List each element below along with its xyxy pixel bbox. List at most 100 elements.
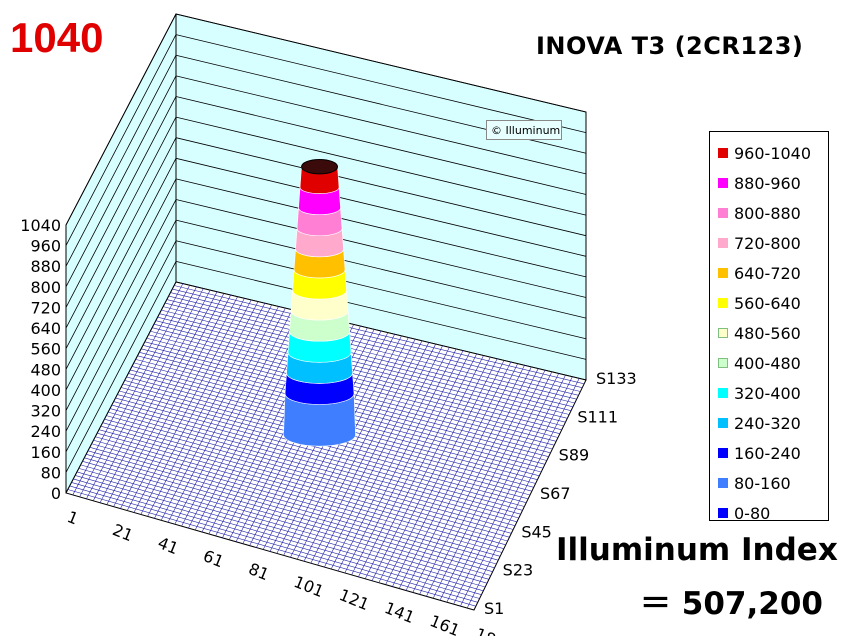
z-tick-label: 480	[30, 360, 61, 379]
x-tick-label: 141	[382, 598, 417, 627]
legend-item: 480-560	[710, 318, 828, 348]
gridline	[65, 219, 177, 432]
mesh-line	[164, 302, 575, 404]
chart-title: INOVA T3 (2CR123)	[536, 32, 804, 60]
gridline	[65, 55, 177, 267]
y-axis-ticks: S1 S23 S45 S67 S89 S111 S133	[484, 369, 637, 618]
y-tick-label: S67	[540, 484, 571, 503]
legend-swatch	[718, 268, 728, 278]
mesh-line	[174, 285, 585, 385]
z-tick-label: 720	[30, 298, 61, 317]
legend-label: 480-560	[734, 323, 801, 343]
legend-label: 400-480	[734, 353, 801, 373]
mesh-line	[163, 306, 574, 408]
mesh-line	[161, 309, 572, 411]
legend-label: 560-640	[734, 293, 801, 313]
z-tick-label: 400	[30, 381, 61, 400]
mesh-line	[405, 363, 518, 591]
x-tick-label: 181	[473, 624, 508, 636]
mesh-line	[460, 376, 573, 607]
legend-swatch	[718, 328, 728, 338]
legend-item: 800-880	[710, 198, 828, 228]
mesh-line	[166, 299, 577, 400]
index-label: Illuminum Index	[556, 532, 838, 568]
gridline	[175, 75, 587, 175]
gridline	[175, 13, 587, 113]
legend-swatch	[718, 508, 728, 518]
mesh-line	[426, 368, 539, 597]
z-tick-label: 960	[30, 237, 61, 256]
y-tick-label: S1	[484, 599, 504, 618]
legend-swatch	[718, 238, 728, 248]
legend-swatch	[718, 388, 728, 398]
legend-swatch	[718, 358, 728, 368]
index-value: ＝ 507,200	[640, 586, 823, 622]
peak-value: 1040	[10, 14, 104, 61]
gridline	[175, 178, 587, 278]
z-tick-label: 0	[51, 484, 61, 503]
mesh-line	[446, 373, 559, 603]
z-tick-label: 80	[41, 463, 61, 482]
mesh-line	[453, 374, 566, 605]
legend-item: 160-240	[710, 438, 828, 468]
gridline	[65, 116, 177, 329]
x-tick-label: 61	[201, 546, 227, 571]
z-tick-label: 160	[30, 443, 61, 462]
legend-item: 0-80	[710, 498, 828, 528]
mesh-line	[168, 295, 579, 396]
gridline	[175, 34, 587, 134]
x-tick-label: 1	[65, 507, 82, 528]
gridline	[175, 199, 587, 298]
peak-surface	[283, 158, 356, 447]
legend-label: 880-960	[734, 173, 801, 193]
gridline	[65, 75, 177, 288]
x-tick-label: 81	[246, 559, 272, 584]
legend-swatch	[718, 208, 728, 218]
chart-walls	[65, 13, 587, 494]
x-tick-label: 101	[291, 572, 326, 601]
legend-label: 800-880	[734, 203, 801, 223]
mesh-line	[170, 292, 581, 392]
x-tick-label: 41	[155, 533, 181, 558]
legend-swatch	[718, 148, 728, 158]
gridline	[65, 13, 177, 226]
mesh-line	[159, 313, 570, 415]
legend-label: 720-800	[734, 233, 801, 253]
gridline	[65, 240, 177, 452]
peak-cap	[301, 158, 339, 175]
gridline	[65, 34, 177, 246]
mesh-line	[439, 371, 553, 601]
y-tick-label: S89	[559, 446, 590, 465]
gridline	[65, 178, 177, 391]
legend-swatch	[718, 298, 728, 308]
legend-label: 0-80	[734, 503, 771, 523]
z-tick-label: 560	[30, 340, 61, 359]
legend-item: 960-1040	[710, 138, 828, 168]
legend-item: 320-400	[710, 378, 828, 408]
z-tick-label: 240	[30, 422, 61, 441]
legend-swatch	[718, 178, 728, 188]
legend-label: 80-160	[734, 473, 791, 493]
gridline	[175, 219, 587, 319]
legend-item: 720-800	[710, 228, 828, 258]
gridline	[175, 116, 587, 216]
mesh-line	[432, 370, 546, 599]
legend-item: 560-640	[710, 288, 828, 318]
legend-label: 240-320	[734, 413, 801, 433]
gridline	[65, 158, 177, 370]
legend-item: 240-320	[710, 408, 828, 438]
y-tick-label: S133	[596, 369, 637, 388]
gridline	[175, 157, 587, 257]
mesh-line	[172, 288, 583, 388]
gridline	[65, 96, 177, 308]
legend-item: 400-480	[710, 348, 828, 378]
z-tick-label: 640	[30, 319, 61, 338]
z-tick-label: 1040	[20, 216, 61, 235]
legend-label: 640-720	[734, 263, 801, 283]
x-tick-label: 21	[110, 520, 136, 545]
gridline	[175, 240, 587, 340]
gridline	[65, 261, 177, 473]
legend-item: 640-720	[710, 258, 828, 288]
